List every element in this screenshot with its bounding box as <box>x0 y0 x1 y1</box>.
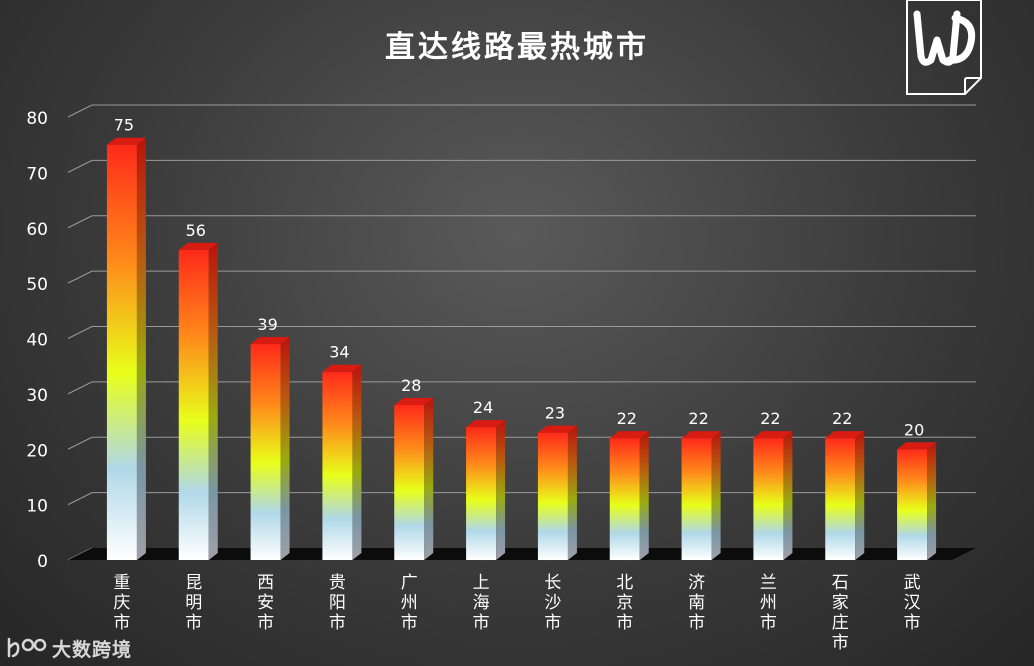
bar-side <box>136 137 146 560</box>
y-tick-label: 10 <box>26 497 48 517</box>
y-tick-label: 20 <box>26 441 48 461</box>
x-tick-label: 昆明市 <box>185 573 202 633</box>
bar-side <box>855 431 865 560</box>
bar <box>609 438 640 560</box>
watermark: 大数跨境 <box>6 634 132 662</box>
bar-top <box>537 425 577 433</box>
data-label: 28 <box>401 376 421 395</box>
chart-floor <box>68 548 976 560</box>
bar <box>537 432 568 560</box>
bar-side <box>208 242 218 560</box>
bar-side <box>927 442 937 560</box>
x-tick-label: 济南市 <box>688 573 705 633</box>
data-label: 39 <box>257 315 277 334</box>
bar-top <box>825 431 865 439</box>
bar <box>897 449 928 560</box>
y-tick-label: 40 <box>26 331 48 351</box>
y-tick-label: 80 <box>26 109 48 129</box>
x-tick-label: 石家庄市 <box>832 573 849 653</box>
wd-logo-icon <box>906 0 982 95</box>
data-label: 20 <box>904 420 924 439</box>
y-tick-label: 30 <box>26 386 48 406</box>
bar <box>394 404 425 560</box>
chart-title: 直达线路最热城市 <box>385 30 649 65</box>
data-label: 34 <box>329 343 349 362</box>
data-label: 24 <box>473 398 493 417</box>
bar <box>681 438 712 560</box>
bar-side <box>639 431 649 560</box>
bar-top <box>250 337 290 345</box>
data-label: 75 <box>114 116 134 135</box>
bar-top <box>466 420 506 428</box>
bar-side <box>567 425 577 560</box>
x-tick-label: 武汉市 <box>904 573 921 633</box>
data-label: 22 <box>617 409 637 428</box>
x-tick-label: 北京市 <box>616 573 633 633</box>
watermark-logo-icon <box>7 637 47 658</box>
bar <box>825 438 856 560</box>
bar <box>250 344 281 560</box>
bar-side <box>424 397 434 560</box>
gridline-depth <box>67 436 93 450</box>
data-label: 22 <box>760 409 780 428</box>
y-tick-label: 0 <box>37 552 48 572</box>
x-tick-label: 长沙市 <box>544 573 561 633</box>
bar-top <box>322 364 362 372</box>
gridline-depth <box>67 492 93 506</box>
bar-top <box>178 242 218 250</box>
gridline-depth <box>67 270 93 284</box>
gridline-depth <box>67 159 93 173</box>
bar-side <box>711 431 721 560</box>
x-tick-label: 上海市 <box>473 573 490 633</box>
bar <box>178 249 209 560</box>
bar-top <box>753 431 793 439</box>
gridline-depth <box>67 104 93 118</box>
bar <box>466 427 497 560</box>
bar-side <box>280 337 290 560</box>
bar-top <box>106 137 146 145</box>
gridline-depth <box>67 215 93 229</box>
bar <box>106 144 137 560</box>
data-label: 22 <box>832 409 852 428</box>
x-tick-label: 重庆市 <box>113 573 130 633</box>
bar <box>322 371 353 560</box>
bar-top <box>394 397 434 405</box>
data-label: 56 <box>186 221 206 240</box>
watermark-text: 大数跨境 <box>52 638 133 661</box>
data-label: 22 <box>688 409 708 428</box>
gridline-depth <box>67 326 93 339</box>
x-tick-label: 兰州市 <box>760 573 777 633</box>
bar-side <box>783 431 793 560</box>
x-tick-label: 西安市 <box>257 573 274 633</box>
bar-top <box>897 442 937 450</box>
bar-side <box>496 420 506 560</box>
bar-top <box>609 431 649 439</box>
y-tick-label: 70 <box>26 164 48 184</box>
bar-top <box>681 431 721 439</box>
data-label: 23 <box>545 404 565 423</box>
y-tick-label: 60 <box>26 220 48 240</box>
bar <box>753 438 784 560</box>
x-tick-label: 贵阳市 <box>329 573 346 633</box>
bar-side <box>352 364 362 560</box>
x-tick-label: 广州市 <box>401 573 418 633</box>
y-tick-label: 50 <box>26 275 48 295</box>
gridline-depth <box>67 381 93 395</box>
